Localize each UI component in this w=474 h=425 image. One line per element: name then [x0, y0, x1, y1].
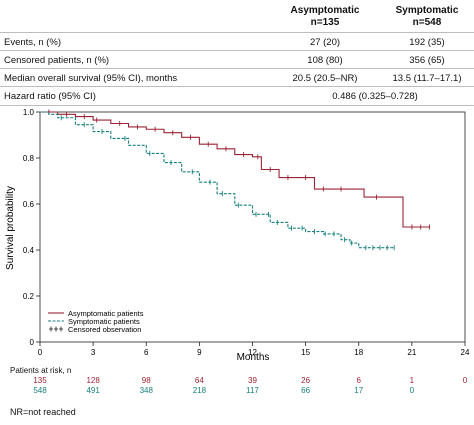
row-label: Events, n (%): [4, 37, 62, 48]
row-label: Median overall survival (95% CI), months: [4, 73, 178, 84]
at-risk-title: Patients at risk, n: [10, 366, 72, 375]
x-axis: 0 3 6 9 12 15 18 21 24: [38, 342, 470, 357]
y-axis: 0 0.2 0.4 0.6 0.8 1.0: [23, 108, 40, 347]
x-tick-label: 12: [248, 348, 257, 357]
table-divider: [0, 105, 474, 106]
column-name: Asymptomatic: [290, 5, 360, 16]
x-axis-label: Months: [237, 352, 270, 363]
at-risk-count: 64: [194, 376, 204, 385]
hazard-ratio-value: 0.486 (0.325–0.728): [332, 91, 418, 102]
at-risk-count: 117: [246, 386, 259, 395]
at-risk-count: 548: [33, 386, 47, 395]
cell-symptomatic: 192 (35): [409, 37, 445, 48]
row-label: Censored patients, n (%): [4, 55, 110, 66]
survival-curve: [40, 111, 395, 249]
at-risk-count: 218: [192, 386, 207, 395]
at-risk-count: 0: [409, 386, 415, 395]
y-tick-label: 0.6: [23, 200, 35, 209]
x-tick-label: 6: [144, 348, 149, 357]
x-tick-label: 3: [91, 348, 96, 357]
legend-label: Asymptomatic patients: [68, 309, 144, 318]
at-risk-count: 0: [462, 376, 468, 385]
x-tick-label: 0: [38, 348, 43, 357]
x-tick-label: 24: [461, 348, 470, 357]
at-risk-count: 135: [33, 376, 47, 385]
x-tick-label: 9: [197, 348, 202, 357]
survival-chart: 0 0.2 0.4 0.6 0.8 1.0 0 3 6 9 12 15 18 21 24 Asymptom…: [5, 108, 470, 363]
legend-label: Symptomatic patients: [68, 317, 140, 326]
column-name: Symptomatic: [395, 5, 459, 16]
cell-asymptomatic: 20.5 (20.5–NR): [292, 73, 358, 84]
column-header-symptomatic: Symptomatic n=548: [372, 5, 474, 29]
column-n: n=548: [412, 17, 442, 28]
column-n: n=135: [310, 17, 340, 28]
cell-asymptomatic: 27 (20): [309, 37, 341, 48]
cell-symptomatic: 13.5 (11.7–17.1): [392, 73, 462, 84]
at-risk-count: 6: [356, 376, 361, 385]
y-tick-label: 0.4: [23, 246, 35, 255]
at-risk-count: 1: [409, 376, 415, 385]
column-header-asymptomatic: Asymptomatic n=135: [270, 5, 380, 29]
table-divider: [0, 32, 474, 33]
y-axis-label: Survival probability: [5, 186, 16, 270]
row-label: Hazard ratio (95% CI): [4, 91, 96, 102]
at-risk-count: 17: [354, 386, 364, 395]
table-divider: [0, 86, 474, 87]
legend-label: Censored observation: [68, 325, 141, 334]
at-risk-count: 128: [86, 376, 100, 385]
cell-symptomatic: 356 (65): [409, 55, 445, 66]
table-divider: [0, 50, 474, 51]
survival-curve: [40, 111, 430, 228]
survival-curves: [40, 109, 431, 251]
x-tick-label: 15: [301, 348, 310, 357]
x-tick-label: 21: [407, 348, 416, 357]
y-tick-label: 0.2: [23, 292, 35, 301]
x-tick-label: 18: [354, 348, 363, 357]
table-divider: [0, 68, 474, 69]
at-risk-count: 491: [86, 386, 100, 395]
footnote: NR=not reached: [10, 407, 76, 417]
plot-frame: [39, 111, 466, 343]
at-risk-count: 98: [141, 376, 151, 385]
cell-asymptomatic: 108 (80): [307, 55, 343, 66]
y-tick-label: 1.0: [23, 108, 35, 117]
at-risk-count: 39: [248, 376, 257, 385]
y-tick-label: 0.8: [23, 154, 35, 163]
at-risk-count: 26: [301, 376, 311, 385]
at-risk-count: 66: [301, 386, 311, 395]
at-risk-count: 348: [139, 386, 153, 395]
y-tick-label: 0: [30, 338, 35, 347]
